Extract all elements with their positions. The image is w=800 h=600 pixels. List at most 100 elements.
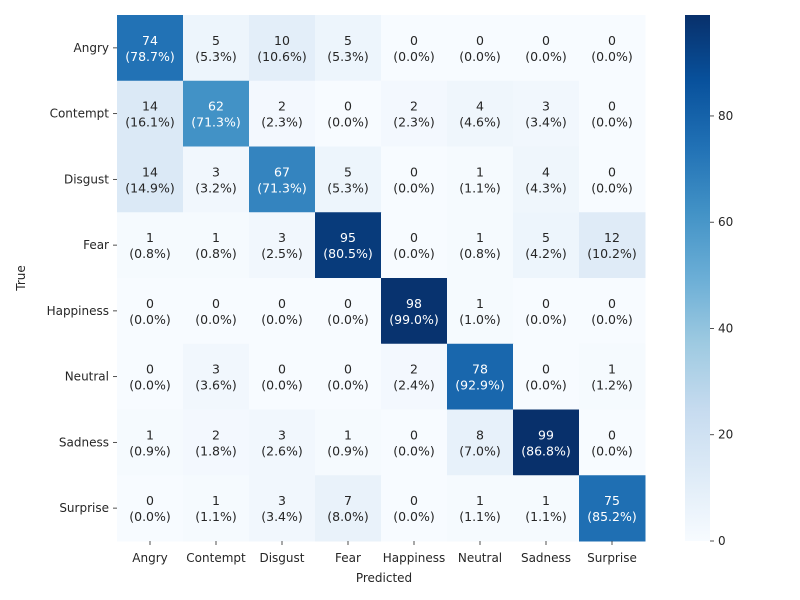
heatmap-cell bbox=[183, 212, 250, 279]
heatmap-cell-labels: 74(78.7%)5(5.3%)10(10.6%)5(5.3%)0(0.0%)0… bbox=[125, 33, 636, 524]
cell-count-label: 1 bbox=[542, 493, 550, 508]
y-tick-label: Sadness bbox=[59, 435, 109, 449]
cell-count-label: 67 bbox=[274, 164, 290, 179]
x-tick-label: Disgust bbox=[259, 551, 304, 565]
cell-percent-label: (0.8%) bbox=[459, 246, 501, 261]
heatmap-cell bbox=[117, 146, 184, 213]
heatmap-cell bbox=[513, 15, 580, 82]
cell-count-label: 3 bbox=[278, 230, 286, 245]
cell-count-label: 0 bbox=[542, 33, 550, 48]
heatmap-cell bbox=[579, 343, 646, 410]
x-tick-label: Neutral bbox=[458, 551, 502, 565]
y-tick-label: Neutral bbox=[65, 370, 109, 384]
heatmap-cell bbox=[315, 475, 382, 542]
colorbar-tick-label: 0 bbox=[718, 534, 726, 548]
cell-percent-label: (0.0%) bbox=[327, 312, 369, 327]
heatmap-cell bbox=[183, 278, 250, 345]
heatmap-cell bbox=[447, 80, 514, 147]
y-axis-ticks: Angry Contempt Disgust Fear Happiness Neutral… bbox=[47, 41, 117, 515]
heatmap-cell bbox=[381, 475, 448, 542]
cell-percent-label: (78.7%) bbox=[125, 49, 174, 64]
colorbar-tick-label: 20 bbox=[718, 428, 733, 442]
heatmap-cell bbox=[315, 15, 382, 82]
heatmap-cell bbox=[381, 343, 448, 410]
heatmap-cell bbox=[315, 278, 382, 345]
cell-count-label: 1 bbox=[344, 427, 352, 442]
heatmap-cell bbox=[249, 409, 316, 476]
colorbar-tick-label: 80 bbox=[718, 109, 733, 123]
cell-percent-label: (0.0%) bbox=[591, 312, 633, 327]
cell-count-label: 5 bbox=[344, 164, 352, 179]
cell-percent-label: (4.3%) bbox=[525, 180, 567, 195]
heatmap-cell bbox=[117, 15, 184, 82]
heatmap-cell bbox=[183, 80, 250, 147]
cell-count-label: 10 bbox=[274, 33, 290, 48]
cell-percent-label: (2.3%) bbox=[393, 115, 435, 130]
cell-percent-label: (0.0%) bbox=[393, 509, 435, 524]
cell-percent-label: (0.0%) bbox=[459, 49, 501, 64]
cell-percent-label: (1.2%) bbox=[591, 378, 633, 393]
cell-percent-label: (0.8%) bbox=[129, 246, 171, 261]
cell-percent-label: (2.3%) bbox=[261, 115, 303, 130]
cell-percent-label: (92.9%) bbox=[455, 378, 504, 393]
cell-percent-label: (0.0%) bbox=[591, 115, 633, 130]
heatmap-cell bbox=[381, 146, 448, 213]
cell-count-label: 1 bbox=[476, 493, 484, 508]
heatmap-cell bbox=[513, 409, 580, 476]
cell-percent-label: (0.0%) bbox=[393, 49, 435, 64]
cell-count-label: 0 bbox=[410, 493, 418, 508]
cell-percent-label: (99.0%) bbox=[389, 312, 438, 327]
y-tick-label: Contempt bbox=[50, 107, 110, 121]
x-tick-label: Happiness bbox=[383, 551, 445, 565]
cell-percent-label: (0.0%) bbox=[591, 443, 633, 458]
cell-percent-label: (4.2%) bbox=[525, 246, 567, 261]
cell-count-label: 0 bbox=[608, 164, 616, 179]
cell-percent-label: (14.9%) bbox=[125, 180, 174, 195]
heatmap-cell bbox=[513, 146, 580, 213]
cell-percent-label: (3.6%) bbox=[195, 378, 237, 393]
heatmap-cell bbox=[447, 475, 514, 542]
heatmap-cell bbox=[315, 80, 382, 147]
heatmap-cell bbox=[447, 212, 514, 279]
cell-percent-label: (2.4%) bbox=[393, 378, 435, 393]
cell-percent-label: (7.0%) bbox=[459, 443, 501, 458]
heatmap-cell bbox=[579, 80, 646, 147]
cell-percent-label: (2.5%) bbox=[261, 246, 303, 261]
cell-count-label: 2 bbox=[212, 427, 220, 442]
cell-count-label: 2 bbox=[278, 99, 286, 114]
cell-percent-label: (10.2%) bbox=[587, 246, 636, 261]
cell-count-label: 4 bbox=[542, 164, 550, 179]
cell-percent-label: (1.1%) bbox=[459, 509, 501, 524]
cell-percent-label: (80.5%) bbox=[323, 246, 372, 261]
cell-percent-label: (0.0%) bbox=[525, 312, 567, 327]
cell-count-label: 0 bbox=[278, 296, 286, 311]
heatmap-cell bbox=[447, 146, 514, 213]
cell-count-label: 1 bbox=[146, 230, 154, 245]
cell-percent-label: (0.9%) bbox=[327, 443, 369, 458]
x-tick-label: Angry bbox=[132, 551, 167, 565]
cell-percent-label: (2.6%) bbox=[261, 443, 303, 458]
cell-count-label: 0 bbox=[410, 230, 418, 245]
heatmap-cell bbox=[447, 409, 514, 476]
cell-count-label: 4 bbox=[476, 99, 484, 114]
cell-count-label: 1 bbox=[476, 164, 484, 179]
cell-count-label: 0 bbox=[212, 296, 220, 311]
cell-count-label: 5 bbox=[212, 33, 220, 48]
heatmap-cell bbox=[117, 343, 184, 410]
heatmap-cell bbox=[381, 409, 448, 476]
y-tick-label: Disgust bbox=[64, 172, 109, 186]
cell-count-label: 0 bbox=[410, 164, 418, 179]
cell-count-label: 0 bbox=[608, 33, 616, 48]
heatmap-cell bbox=[183, 475, 250, 542]
cell-percent-label: (4.6%) bbox=[459, 115, 501, 130]
heatmap-cell bbox=[579, 212, 646, 279]
cell-percent-label: (3.4%) bbox=[261, 509, 303, 524]
cell-count-label: 0 bbox=[278, 362, 286, 377]
cell-count-label: 0 bbox=[344, 99, 352, 114]
cell-percent-label: (0.0%) bbox=[261, 378, 303, 393]
cell-count-label: 3 bbox=[542, 99, 550, 114]
cell-count-label: 74 bbox=[142, 33, 158, 48]
cell-count-label: 1 bbox=[212, 230, 220, 245]
cell-percent-label: (5.3%) bbox=[327, 49, 369, 64]
